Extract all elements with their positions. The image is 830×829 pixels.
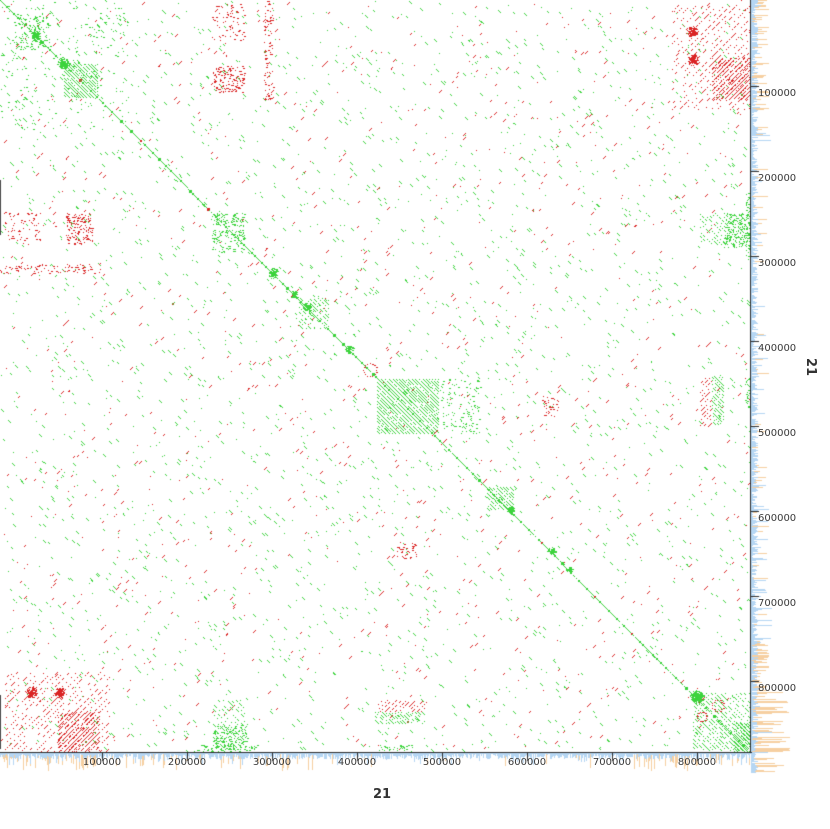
y-tick-label: 400000	[758, 343, 797, 354]
x-tick-label: 100000	[82, 757, 122, 768]
y-tick-label: 100000	[758, 88, 797, 99]
y-tick-label: 300000	[758, 258, 797, 269]
y-tick-label: 500000	[758, 428, 797, 439]
x-tick-label: 800000	[677, 757, 717, 768]
x-tick-label: 200000	[167, 757, 207, 768]
x-tick-label: 300000	[252, 757, 292, 768]
y-tick-label: 800000	[758, 683, 797, 694]
x-tick-label: 600000	[507, 757, 547, 768]
x-tick-label: 400000	[337, 757, 377, 768]
y-tick-label: 700000	[758, 598, 797, 609]
x-tick-label: 500000	[422, 757, 462, 768]
y-tick-label: 200000	[758, 173, 797, 184]
y-axis-sequence-label: 21	[803, 358, 818, 377]
y-tick-label: 600000	[758, 513, 797, 524]
x-tick-label: 700000	[592, 757, 632, 768]
x-axis-sequence-label: 21	[372, 787, 392, 802]
